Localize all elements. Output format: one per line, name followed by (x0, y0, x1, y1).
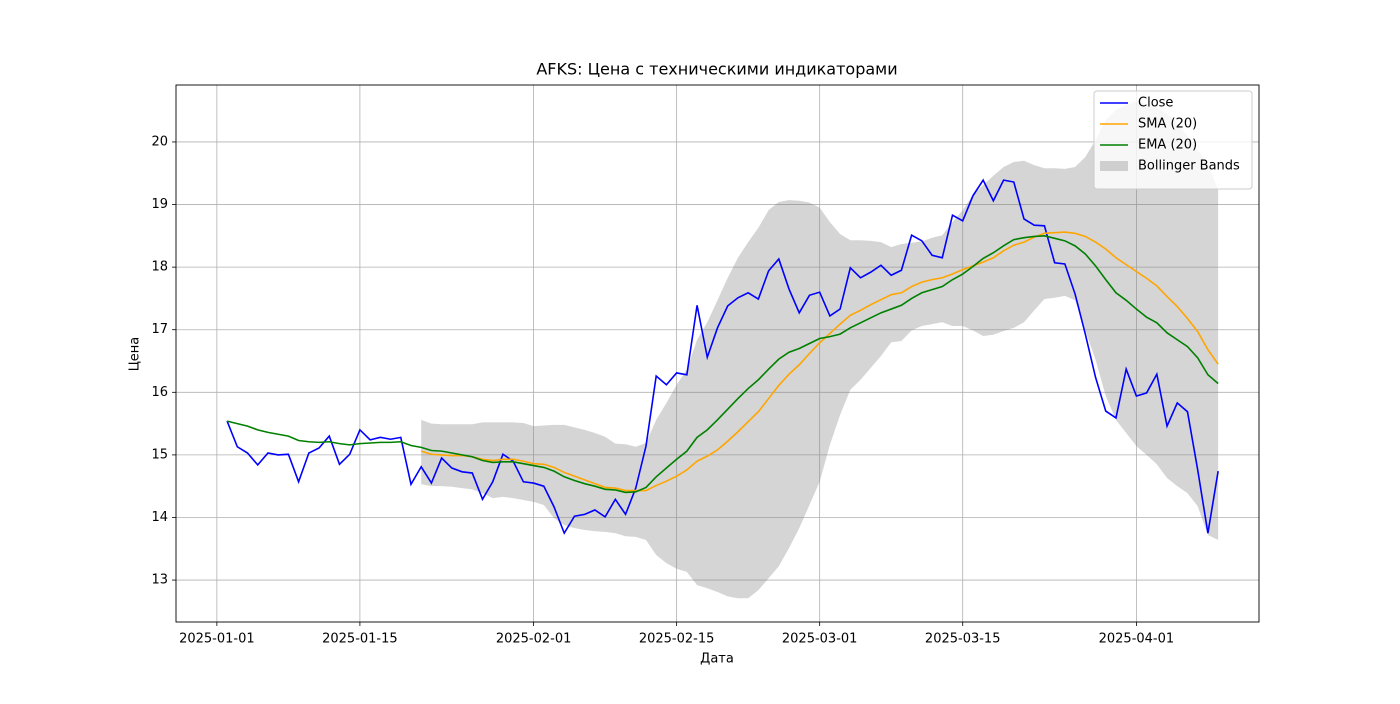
x-tick-label: 2025-01-01 (179, 632, 255, 647)
legend-swatch (1100, 161, 1128, 171)
legend-label: SMA (20) (1138, 117, 1197, 132)
bollinger-band (421, 101, 1219, 599)
chart-title: AFKS: Цена с техническими индикаторами (536, 60, 897, 79)
legend-box (1093, 90, 1253, 190)
x-tick-label: 2025-02-01 (496, 632, 572, 647)
x-axis-label: Дата (700, 652, 734, 667)
y-tick-label: 14 (151, 510, 168, 525)
x-tick-label: 2025-01-15 (322, 632, 398, 647)
legend-label: EMA (20) (1138, 138, 1197, 153)
y-axis-label: Цена (128, 337, 143, 372)
x-tick-label: 2025-03-01 (782, 632, 858, 647)
series-line (226, 235, 1219, 494)
y-tick-label: 19 (151, 197, 168, 212)
y-tick-label: 15 (151, 447, 168, 462)
y-tick-label: 16 (151, 385, 168, 400)
plot-frame (175, 84, 1260, 623)
y-tick-label: 18 (151, 260, 168, 275)
x-tick-label: 2025-03-15 (925, 632, 1001, 647)
series-line (420, 231, 1219, 492)
series-line (226, 178, 1219, 535)
y-tick-label: 13 (151, 573, 168, 588)
x-tick-label: 2025-02-15 (639, 632, 715, 647)
legend-label: Close (1138, 96, 1173, 111)
y-tick-label: 17 (151, 322, 168, 337)
y-tick-label: 20 (151, 134, 168, 149)
x-tick-label: 2025-04-01 (1099, 632, 1175, 647)
legend-label: Bollinger Bands (1138, 159, 1240, 174)
